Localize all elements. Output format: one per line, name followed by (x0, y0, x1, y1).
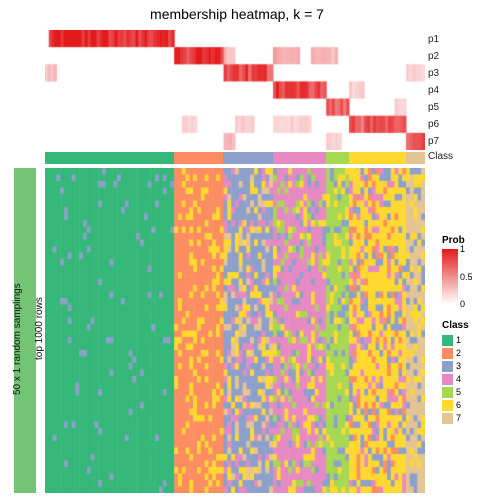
class-legend-item-1: 1 (442, 334, 500, 347)
prob-gradient: 00.51 (442, 249, 458, 304)
row-label-p2: p2 (428, 51, 439, 62)
membership-panel (45, 30, 425, 150)
main-heatmap-canvas (45, 168, 425, 493)
left-inner-label: top 1000 rows (34, 297, 45, 360)
class-legend-item-4: 4 (442, 373, 500, 386)
left-outer-label: 50 x 1 random samplings (12, 283, 23, 395)
class-legend-item-6: 6 (442, 399, 500, 412)
row-label-p7: p7 (428, 136, 439, 147)
membership-canvas (45, 30, 425, 150)
class-legend-item-5: 5 (442, 386, 500, 399)
row-label-Class: Class (428, 151, 453, 162)
class-legend-item-3: 3 (442, 360, 500, 373)
class-legend: Class 1234567 (442, 320, 500, 425)
row-label-p1: p1 (428, 34, 439, 45)
row-label-p5: p5 (428, 102, 439, 113)
class-legend-title: Class (442, 320, 500, 331)
prob-legend: Prob 00.51 (442, 235, 500, 306)
row-label-p6: p6 (428, 119, 439, 130)
row-label-p4: p4 (428, 85, 439, 96)
row-label-p3: p3 (428, 68, 439, 79)
main-heatmap-panel (45, 168, 425, 493)
class-legend-item-2: 2 (442, 347, 500, 360)
class-legend-item-7: 7 (442, 412, 500, 425)
chart-title: membership heatmap, k = 7 (0, 0, 504, 22)
prob-legend-title: Prob (442, 235, 500, 246)
class-color-bar (45, 152, 425, 164)
